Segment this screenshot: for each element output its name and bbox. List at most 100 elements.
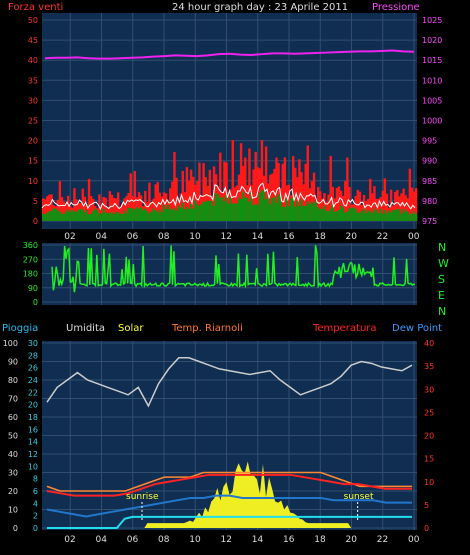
- pressure-y-tick: 995: [422, 137, 437, 146]
- grid-direction: [42, 243, 417, 305]
- wind-gust-bar: [75, 199, 78, 221]
- wind-average-bar: [160, 212, 164, 221]
- humidity-y-tick: 50: [8, 432, 18, 441]
- wind-average-bar: [235, 203, 239, 221]
- wind-average-bar: [377, 213, 380, 221]
- wind-average-bar: [146, 211, 149, 221]
- wind-average-bar: [52, 208, 55, 221]
- wind-gust-bar: [89, 196, 93, 221]
- wind-gust-bar: [356, 189, 359, 221]
- wind-gust-bar: [335, 187, 339, 221]
- wind-average-bar: [410, 213, 414, 221]
- wind-average-bar: [304, 206, 307, 221]
- wind-average-bar: [404, 211, 407, 221]
- x-tick-label: 06: [127, 232, 139, 242]
- wind-average-bar: [83, 212, 87, 221]
- wind-average-bar: [287, 206, 291, 221]
- sunrise-label: sunrise: [126, 492, 159, 502]
- wind-gust-bar: [312, 172, 316, 221]
- wind-speed-line: [41, 182, 416, 211]
- x-tick-label: 16: [283, 232, 295, 242]
- wind-gust-bar: [260, 140, 264, 221]
- legend-temp-riarnoli: Temp. Riarnoli: [171, 323, 243, 334]
- wind-average-bar: [381, 213, 384, 221]
- humidity-y-tick: 10: [8, 506, 18, 515]
- wind-gust-bar: [179, 193, 182, 221]
- wind-average-bar: [335, 211, 339, 221]
- wind-gust-bar: [294, 167, 297, 221]
- wind-average-bar: [285, 198, 289, 221]
- wind-direction-series: [51, 245, 416, 293]
- pressure-series: [44, 49, 415, 60]
- wind-average-bar: [223, 201, 226, 221]
- pressure-y-tick: 990: [422, 157, 437, 166]
- wind-gust-bar: [208, 169, 212, 221]
- wind-average-bar: [281, 206, 284, 221]
- pressure-y-tick: 1000: [422, 117, 442, 126]
- wind-gust-bar: [223, 161, 226, 221]
- wind-average-bar: [248, 201, 251, 221]
- wind-average-bar: [183, 209, 187, 221]
- dewpoint-series: [46, 494, 412, 518]
- wind-gust-bar: [235, 185, 239, 221]
- wind-average-bar: [46, 212, 49, 221]
- humidity-y-tick: 70: [8, 395, 18, 404]
- wind-average-bar: [319, 208, 322, 221]
- wind-average-bar: [173, 208, 176, 221]
- wind-y-tick: 45: [28, 36, 38, 45]
- wind-average-bar: [142, 210, 145, 221]
- x-tick-label: 02: [64, 535, 75, 545]
- wind-average-bar: [292, 196, 295, 221]
- wind-average-bar: [187, 208, 191, 221]
- wind-gust-bar: [248, 148, 251, 221]
- wind-gust-bar: [58, 181, 62, 221]
- wind-average-bar: [210, 201, 214, 221]
- wind-average-bar: [360, 210, 364, 221]
- wind-average-bar: [312, 203, 316, 221]
- x-tick-label: 08: [158, 232, 170, 242]
- rain-y-tick: 10: [28, 462, 38, 471]
- wind-average-bar: [214, 193, 218, 221]
- wind-average-bar: [102, 208, 105, 221]
- direction-y-tick: 270: [23, 255, 38, 264]
- wind-average-bar: [325, 210, 328, 221]
- wind-average-bar: [154, 210, 157, 221]
- wind-average-bar: [212, 205, 216, 221]
- wind-average-bar: [289, 198, 293, 221]
- wind-y-tick: 5: [33, 197, 38, 206]
- direction-y-tick: 360: [23, 241, 38, 250]
- wind-gust-bar: [256, 167, 259, 221]
- wind-average-bar: [367, 209, 370, 221]
- rain-y-tick: 2: [33, 512, 38, 521]
- wind-average-bar: [56, 210, 59, 221]
- temperature-y-tick: 10: [424, 478, 434, 487]
- wind-average-bar: [256, 204, 259, 221]
- x-tick-label: 14: [252, 232, 264, 242]
- wind-gust-bar: [302, 184, 305, 221]
- wind-average-bar: [321, 208, 324, 221]
- pressure-y-tick: 1025: [422, 16, 442, 25]
- wind-gust-bar: [202, 163, 205, 221]
- dir-letter-e: E: [438, 289, 445, 302]
- wind-average-bar: [392, 210, 395, 221]
- rain-series: [47, 515, 412, 529]
- humidity-y-tick: 90: [8, 358, 18, 367]
- wind-gust-bar: [196, 181, 199, 221]
- wind-average-bar: [329, 208, 332, 221]
- wind-gust-bar: [344, 181, 347, 221]
- wind-average-bar: [150, 211, 153, 221]
- wind-average-bar: [294, 206, 297, 221]
- wind-average-bar: [179, 207, 182, 221]
- wind-average-bar: [175, 210, 178, 221]
- pressure-y-tick: 975: [422, 217, 437, 226]
- wind-average-bar: [144, 208, 147, 221]
- wind-average-bar: [250, 192, 253, 221]
- wind-gust-bar: [319, 191, 322, 221]
- wind-gust-bar: [44, 199, 47, 221]
- wind-average-bar: [233, 202, 237, 221]
- direction-y-tick: 90: [28, 284, 38, 293]
- x-tick-label: 18: [314, 535, 326, 545]
- humidity-y-tick: 100: [3, 339, 18, 348]
- wind-average-bar: [114, 212, 118, 221]
- wind-gust-bar: [385, 193, 389, 221]
